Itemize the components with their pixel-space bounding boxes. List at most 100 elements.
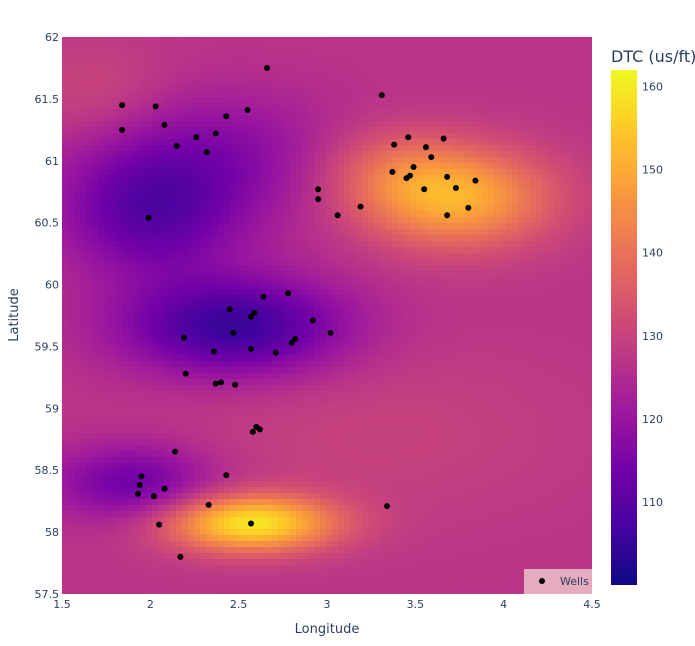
x-tick-label: 1.5 xyxy=(53,598,71,611)
well-point[interactable] xyxy=(182,370,189,377)
well-point[interactable] xyxy=(285,290,292,297)
y-tick-label: 59.5 xyxy=(35,340,60,353)
y-tick-label: 58.5 xyxy=(35,464,60,477)
well-point[interactable] xyxy=(119,102,126,109)
well-point[interactable] xyxy=(452,185,459,192)
well-point[interactable] xyxy=(256,426,263,433)
y-tick-label: 60 xyxy=(45,279,59,292)
well-point[interactable] xyxy=(223,113,230,120)
heatmap-surface xyxy=(62,37,592,594)
well-point[interactable] xyxy=(403,175,410,182)
well-point[interactable] xyxy=(315,196,322,203)
y-axis-title: Latitude xyxy=(7,288,22,342)
well-point[interactable] xyxy=(260,293,267,300)
well-point[interactable] xyxy=(161,485,168,492)
wells-scatter xyxy=(119,64,479,560)
well-point[interactable] xyxy=(334,212,341,219)
well-point[interactable] xyxy=(292,336,299,343)
well-point[interactable] xyxy=(226,306,233,313)
well-point[interactable] xyxy=(327,329,334,336)
well-point[interactable] xyxy=(161,121,168,128)
legend[interactable]: Wells xyxy=(524,569,592,594)
well-point[interactable] xyxy=(444,173,451,180)
colorbar xyxy=(611,70,637,585)
well-point[interactable] xyxy=(315,186,322,193)
well-point[interactable] xyxy=(357,203,364,210)
well-point[interactable] xyxy=(391,141,398,148)
well-point[interactable] xyxy=(119,126,126,133)
well-point[interactable] xyxy=(223,472,230,479)
well-point[interactable] xyxy=(145,214,152,221)
well-point[interactable] xyxy=(378,92,385,99)
well-point[interactable] xyxy=(248,313,255,320)
well-point[interactable] xyxy=(440,135,447,142)
x-tick-label: 4.5 xyxy=(583,598,601,611)
well-point[interactable] xyxy=(172,448,179,455)
colorbar-tick-label: 120 xyxy=(642,413,663,426)
well-point[interactable] xyxy=(212,380,219,387)
well-point[interactable] xyxy=(248,520,255,527)
well-point[interactable] xyxy=(309,317,316,324)
well-point[interactable] xyxy=(150,493,157,500)
colorbar-tick-label: 160 xyxy=(642,81,663,94)
well-point[interactable] xyxy=(288,339,295,346)
well-point[interactable] xyxy=(136,482,143,489)
well-point[interactable] xyxy=(428,154,435,161)
x-tick-label: 3.5 xyxy=(407,598,425,611)
colorbar-tick-label: 140 xyxy=(642,247,663,260)
y-tick-label: 59 xyxy=(45,402,59,415)
colorbar-tick-label: 150 xyxy=(642,164,663,177)
well-point[interactable] xyxy=(173,142,180,149)
well-point[interactable] xyxy=(134,490,141,497)
well-point[interactable] xyxy=(248,345,255,352)
colorbar-ticks: 110 120 130 140 150 160 xyxy=(642,81,663,509)
y-axis-ticks: 57.5 58 58.5 59 59.5 60 60.5 61 61.5 62 xyxy=(35,31,60,601)
well-point[interactable] xyxy=(203,149,210,156)
well-point[interactable] xyxy=(205,501,212,508)
well-point[interactable] xyxy=(152,103,159,110)
x-tick-label: 4 xyxy=(500,598,507,611)
well-point[interactable] xyxy=(249,428,256,435)
y-tick-label: 62 xyxy=(45,31,59,44)
well-point[interactable] xyxy=(210,348,217,355)
legend-marker xyxy=(539,578,545,584)
colorbar-title: DTC (us/ft) xyxy=(611,47,695,66)
x-axis-title: Longitude xyxy=(295,622,360,637)
well-point[interactable] xyxy=(218,379,224,386)
y-tick-label: 60.5 xyxy=(35,217,60,230)
well-point[interactable] xyxy=(193,134,200,141)
well-point[interactable] xyxy=(405,134,412,141)
well-point[interactable] xyxy=(251,310,258,317)
well-point[interactable] xyxy=(263,64,270,71)
well-point[interactable] xyxy=(389,168,396,175)
well-point[interactable] xyxy=(465,204,472,211)
well-point[interactable] xyxy=(422,144,429,151)
well-point[interactable] xyxy=(156,521,163,528)
well-point[interactable] xyxy=(421,186,428,193)
x-tick-label: 3 xyxy=(324,598,331,611)
x-axis-ticks: 1.5 2 2.5 3 3.5 4 4.5 xyxy=(53,598,601,611)
well-point[interactable] xyxy=(138,473,145,480)
colorbar-tick-label: 130 xyxy=(642,330,663,343)
x-tick-label: 2.5 xyxy=(230,598,248,611)
y-tick-label: 61.5 xyxy=(35,93,60,106)
well-point[interactable] xyxy=(180,334,187,341)
x-tick-label: 2 xyxy=(147,598,154,611)
well-point[interactable] xyxy=(232,381,239,388)
colorbar-tick-label: 110 xyxy=(642,496,663,509)
legend-background xyxy=(524,569,592,594)
well-point[interactable] xyxy=(472,177,479,184)
well-point[interactable] xyxy=(230,329,237,336)
well-point[interactable] xyxy=(212,130,219,137)
well-point[interactable] xyxy=(244,107,251,114)
well-point[interactable] xyxy=(272,349,279,356)
well-point[interactable] xyxy=(384,503,391,510)
y-tick-label: 58 xyxy=(45,526,59,539)
well-point[interactable] xyxy=(444,212,451,219)
y-tick-label: 57.5 xyxy=(35,588,60,601)
well-point[interactable] xyxy=(177,553,184,560)
well-point[interactable] xyxy=(410,163,417,170)
legend-label: Wells xyxy=(560,575,589,588)
y-tick-label: 61 xyxy=(45,155,59,168)
